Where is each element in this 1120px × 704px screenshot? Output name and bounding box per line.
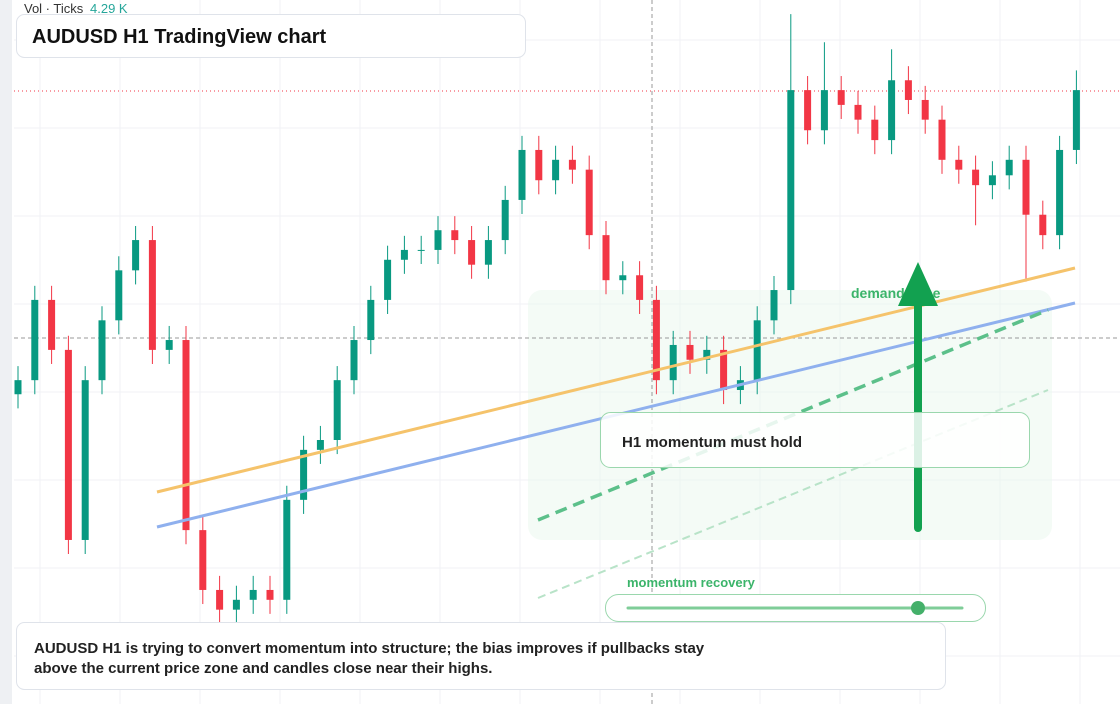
candle-body xyxy=(1039,214,1047,236)
candle-body xyxy=(367,299,375,341)
candle-body xyxy=(132,240,140,271)
candle-body xyxy=(921,99,929,120)
candle-body xyxy=(48,299,56,350)
title: AUDUSD H1 TradingView chart xyxy=(32,26,326,48)
candle-body xyxy=(988,175,996,186)
candle-body xyxy=(468,240,476,265)
candle-body xyxy=(787,90,795,291)
candle-body xyxy=(199,530,207,590)
note-line: above the current price zone and candles… xyxy=(34,660,492,677)
candle-body xyxy=(1072,90,1080,150)
candle-body xyxy=(182,340,190,531)
candle-body xyxy=(837,90,845,105)
candle-body xyxy=(686,344,694,360)
candle-body xyxy=(98,320,106,381)
candle-body xyxy=(31,299,39,381)
candle-body xyxy=(938,119,946,160)
candle-body xyxy=(703,349,711,360)
candle-body xyxy=(720,349,728,391)
candle-body xyxy=(400,249,408,260)
candle-body xyxy=(232,599,240,610)
candle-body xyxy=(333,380,341,440)
candle-body xyxy=(904,80,912,100)
candle-body xyxy=(434,230,442,250)
candle-body xyxy=(854,104,862,120)
candle-body xyxy=(619,275,627,281)
candle-body xyxy=(283,499,291,600)
candle-body xyxy=(501,199,509,241)
candle-body xyxy=(518,149,526,200)
candle-body xyxy=(770,290,778,321)
slider-label: momentum recovery xyxy=(627,575,756,590)
candle-body xyxy=(652,299,660,381)
callout-box xyxy=(600,412,1030,468)
note-box xyxy=(16,622,946,690)
candle-body xyxy=(14,380,22,395)
candle-body xyxy=(81,380,89,540)
candle-body xyxy=(602,235,610,281)
arrow-head xyxy=(898,262,938,306)
candle-body xyxy=(820,90,828,131)
title-box xyxy=(16,14,526,58)
candle-body xyxy=(1005,159,1013,176)
candle-body xyxy=(535,149,543,181)
candle-body xyxy=(669,344,677,381)
candle-body xyxy=(266,589,274,600)
candle-body xyxy=(1022,159,1030,215)
candle-body xyxy=(585,169,593,236)
note-line: AUDUSD H1 is trying to convert momentum … xyxy=(34,640,705,657)
candle-body xyxy=(804,90,812,131)
candle-body xyxy=(384,259,392,300)
candles xyxy=(14,14,1080,624)
candle-body xyxy=(972,169,980,186)
candle-body xyxy=(64,349,72,540)
vol-value: 4.29 K xyxy=(90,1,128,16)
left-toolbar xyxy=(0,0,12,704)
candle-body xyxy=(568,159,576,170)
callout: H1 momentum must hold xyxy=(622,434,802,451)
candle-body xyxy=(1056,149,1064,236)
slider-knob[interactable] xyxy=(911,601,925,615)
candle-body xyxy=(451,230,459,241)
candle-body xyxy=(552,159,560,181)
candle-body xyxy=(888,80,896,141)
candle-body xyxy=(955,159,963,170)
candle-body xyxy=(165,340,173,350)
candle-body xyxy=(148,240,156,350)
candle-body xyxy=(316,440,324,450)
candle-body xyxy=(484,240,492,265)
candle-body xyxy=(636,275,644,300)
candle-body xyxy=(871,119,879,141)
candle-body xyxy=(300,449,308,500)
candle-body xyxy=(115,270,123,321)
candle-body xyxy=(350,340,358,381)
vol-label: Vol · Ticks xyxy=(24,1,84,16)
candle-body xyxy=(216,589,224,610)
candle-body xyxy=(249,589,257,600)
candle-body xyxy=(753,320,761,381)
candle-body xyxy=(417,249,425,251)
